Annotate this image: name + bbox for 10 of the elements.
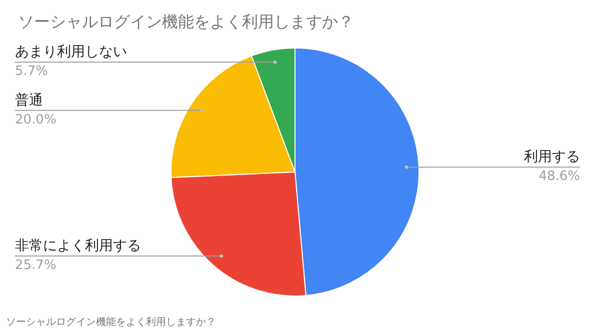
slice-label: 非常によく利用する <box>15 238 141 254</box>
data-label: 25.7% <box>15 258 56 273</box>
text: ソーシャルログイン機能をよく利用しますか？ <box>6 316 216 328</box>
slice-label: 普通 <box>15 91 43 108</box>
slice-label: あまり利用しない <box>15 44 127 60</box>
slice-label: 利用する <box>524 149 580 166</box>
chart-title: ソーシャルログイン機能をよく利用しますか？ <box>18 12 354 31</box>
data-label: 20.0% <box>15 112 56 128</box>
data-label: 48.6% <box>538 169 580 184</box>
data-label: 5.7% <box>15 64 48 80</box>
